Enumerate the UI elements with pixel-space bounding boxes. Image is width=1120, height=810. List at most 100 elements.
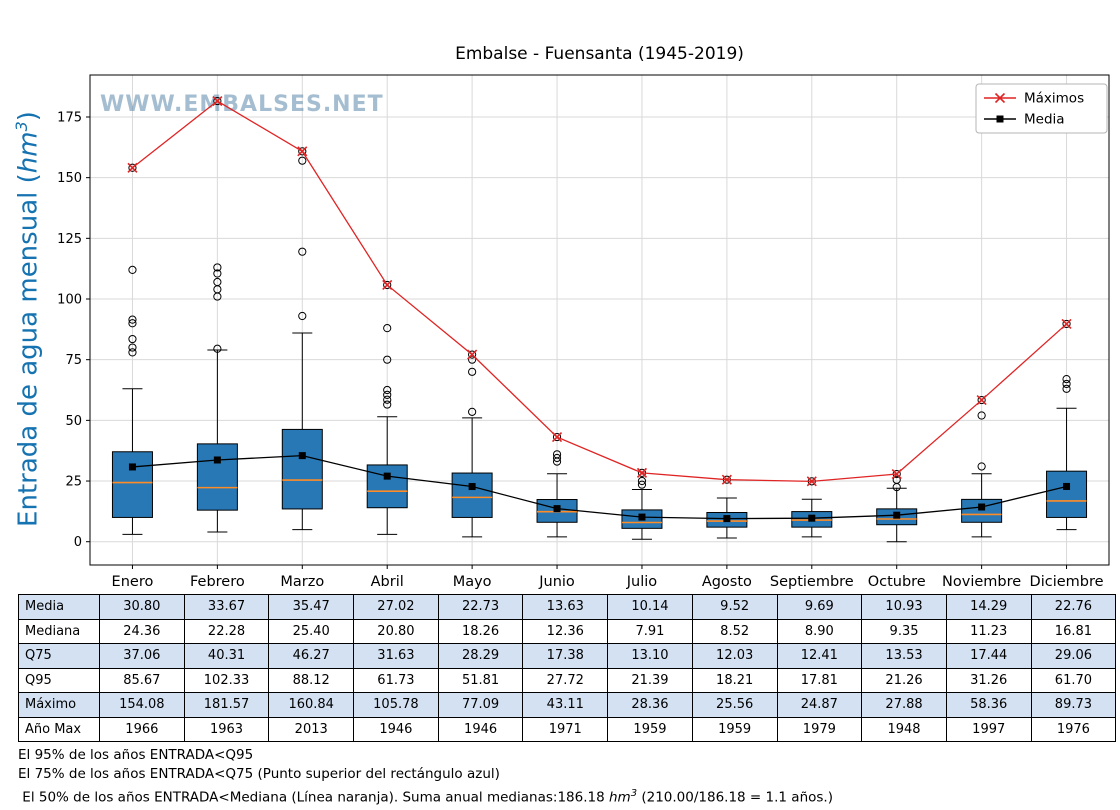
table-cell: 21.39 <box>607 667 693 693</box>
table-cell: 27.88 <box>861 692 947 718</box>
table-cell: 28.36 <box>607 692 693 718</box>
y-tick-label: 125 <box>57 232 82 247</box>
media-marker <box>978 503 986 511</box>
outlier-marker <box>383 400 392 409</box>
iqr-box <box>281 428 323 510</box>
y-tick-label: 150 <box>57 171 82 186</box>
table-cell: 22.73 <box>437 594 524 620</box>
maximos-x-marker <box>382 279 393 291</box>
legend: Máximos Media <box>975 83 1108 134</box>
x-tick-label: Febrero <box>190 574 245 590</box>
table-cell: 102.33 <box>183 667 270 693</box>
media-marker <box>808 514 816 522</box>
table-row-label: Media <box>18 594 100 620</box>
x-tick-label: Abril <box>371 574 404 590</box>
table-cell: 16.81 <box>1030 618 1117 644</box>
table-cell: 12.36 <box>522 618 609 644</box>
outlier-marker <box>128 319 137 328</box>
table-cell: 40.31 <box>183 643 270 669</box>
table-cell: 9.69 <box>776 594 863 620</box>
table-cell: 1959 <box>607 716 693 742</box>
table-row-label: Máximo <box>18 692 100 718</box>
table-cell: 24.87 <box>776 692 863 718</box>
table-cell: 27.02 <box>353 594 439 620</box>
outlier-marker <box>637 480 647 489</box>
outlier-marker <box>383 324 392 333</box>
iqr-box <box>111 451 153 518</box>
y-axis-unit: hm <box>13 131 44 174</box>
table-cell: 35.47 <box>268 594 355 620</box>
outlier-marker <box>1062 374 1071 384</box>
table-cell: 18.26 <box>437 618 524 644</box>
table-cell: 1963 <box>183 716 270 742</box>
table-cell: 89.73 <box>1030 692 1117 718</box>
table-cell: 30.80 <box>99 594 185 620</box>
maximos-x-marker <box>1061 318 1072 329</box>
table-row-label: Año Max <box>18 716 100 742</box>
maximos-x-marker <box>297 146 308 157</box>
table-row: Q95 85.67 102.33 88.12 61.73 51.81 27.72 21.39 1… <box>18 667 1117 693</box>
y-axis-label-text: Entrada de agua mensual ( <box>13 173 44 527</box>
x-tick-label: Mayo <box>453 574 492 590</box>
table-cell: 88.12 <box>268 667 355 693</box>
table-cell: 31.63 <box>353 643 439 669</box>
outlier-marker <box>213 263 222 272</box>
maximos-x-marker <box>127 162 138 173</box>
x-tick-label: Marzo <box>280 574 324 590</box>
maximos-x-marker <box>467 349 478 360</box>
table-cell: 12.03 <box>691 643 778 669</box>
axes-frame <box>89 74 1110 566</box>
y-tick-label: 175 <box>57 110 82 125</box>
iqr-box <box>366 464 408 509</box>
table-cell: 1976 <box>1030 716 1117 742</box>
iqr-box <box>1046 470 1088 518</box>
table-cell: 1948 <box>861 716 947 742</box>
outlier-marker <box>1062 384 1071 393</box>
x-tick-label: Septiembre <box>770 574 854 590</box>
table-cell: 21.26 <box>861 667 947 693</box>
outlier-marker <box>128 163 137 172</box>
outlier-marker <box>128 315 137 324</box>
maximos-x-marker <box>551 432 563 443</box>
iqr-box <box>961 498 1003 523</box>
legend-label: Media <box>1024 112 1065 128</box>
iqr-box <box>451 472 493 518</box>
table-cell: 51.81 <box>437 667 524 693</box>
y-tick-label: 100 <box>57 293 82 308</box>
x-tick-label: Enero <box>112 574 154 590</box>
table-cell: 160.84 <box>268 692 355 718</box>
footer-note-q95: El 95% de los años ENTRADA<Q95 <box>18 747 254 763</box>
outlier-marker <box>383 280 392 290</box>
table-cell: 77.09 <box>437 692 524 718</box>
outlier-marker <box>552 453 562 463</box>
footer-note-mediana: El 50% de los años ENTRADA<Mediana (Líne… <box>18 788 833 806</box>
table-row-label: Q75 <box>18 643 100 669</box>
table-cell: 10.14 <box>607 594 693 620</box>
table-cell: 8.52 <box>691 618 778 644</box>
table-row: Mediana 24.36 22.28 25.40 20.80 18.26 12.36 7.9… <box>18 618 1117 644</box>
table-cell: 10.93 <box>861 594 947 620</box>
table-cell: 1979 <box>776 716 863 742</box>
table-cell: 25.40 <box>268 618 355 644</box>
table-cell: 27.72 <box>522 667 609 693</box>
table-cell: 14.29 <box>945 594 1032 620</box>
table-cell: 31.26 <box>945 667 1032 693</box>
table-cell: 22.76 <box>1030 594 1117 620</box>
y-axis-label-close: ) <box>13 111 44 122</box>
media-marker <box>468 483 476 491</box>
outlier-marker <box>213 269 222 278</box>
table-cell: 154.08 <box>99 692 185 718</box>
y-tick-label: 0 <box>74 535 82 550</box>
table-cell: 13.53 <box>861 643 947 669</box>
maximos-x-marker <box>721 474 732 485</box>
outlier-marker <box>383 390 392 399</box>
maximos-x-marker <box>636 467 648 478</box>
media-marker <box>128 463 136 471</box>
table-cell: 17.44 <box>945 643 1032 669</box>
media-line <box>132 454 1067 520</box>
outlier-marker <box>468 367 477 376</box>
monthly-inflow-boxplot-chart: WWW.EMBALSES.NET 0 25 50 75 100 125 150 175 Enero… <box>57 74 1110 590</box>
outlier-marker <box>298 147 307 156</box>
table-cell: 1946 <box>437 716 524 742</box>
footer-note-q75: El 75% de los años ENTRADA<Q75 (Punto su… <box>18 766 500 782</box>
